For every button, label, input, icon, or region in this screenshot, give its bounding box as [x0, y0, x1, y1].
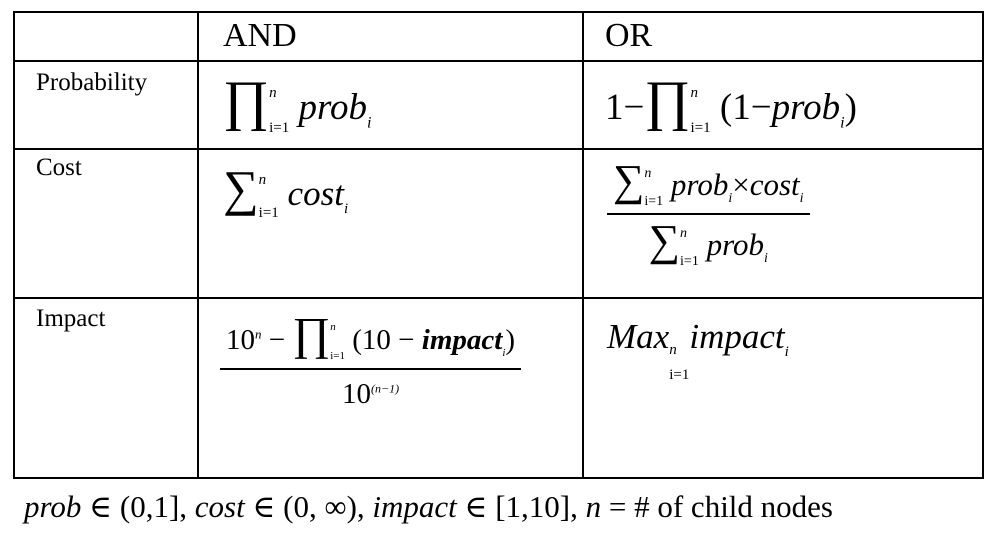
footnote-text: = # [601, 489, 658, 524]
formula-term: prob [670, 167, 729, 202]
formula-cost-or: ∑ n i=1 probi×costi ∑ n i=1 probi [607, 159, 810, 269]
formula-superscript: n [255, 326, 262, 342]
times-operator: × [732, 167, 750, 202]
footnote-var: n [585, 489, 602, 524]
lower-limit: i=1 [644, 193, 664, 209]
fraction-numerator: ∑ n i=1 probi×costi [607, 159, 810, 215]
formula-term: 10 [226, 324, 255, 356]
footnote-var: cost [194, 489, 245, 524]
formula-cost-and: ∑ n i=1 costi [223, 163, 348, 221]
column-divider [582, 13, 584, 477]
formula-term: 10 [341, 378, 371, 411]
formula-subscript: i [784, 344, 789, 360]
formula-subscript: i [799, 191, 804, 207]
upper-limit: n [680, 225, 688, 241]
fraction-numerator: 10n − ∏ n i=1 (10 − impacti) [220, 308, 522, 371]
row-divider [15, 148, 982, 150]
fraction-denominator: 10(n−1) [342, 370, 399, 411]
domain-footnote: prob ∈ (0,1], cost ∈ (0, ∞), impact ∈ [1… [24, 489, 833, 525]
formula-subscript: i [728, 191, 733, 207]
formula-probability-or: 1−∏ n i=1 (1−probi) [605, 73, 857, 136]
column-divider [197, 13, 199, 477]
formula-probability-and: ∏ n i=1 probi [223, 73, 371, 136]
formula-term: 1− [605, 87, 645, 128]
formula-subscript: i [367, 114, 372, 132]
lower-limit: i=1 [330, 350, 345, 363]
formula-term: (1− [719, 87, 772, 128]
upper-limit: n [330, 321, 336, 334]
upper-limit: n [644, 165, 652, 181]
formula-term: impact [689, 317, 785, 356]
header-and: AND [223, 17, 297, 54]
fraction: 10n − ∏ n i=1 (10 − impacti) 10(n−1) [220, 308, 522, 411]
upper-limit: n [669, 342, 677, 358]
footnote-var: impact [372, 489, 457, 524]
formula-subscript: i [343, 201, 349, 217]
sum-symbol: ∑ [613, 156, 645, 205]
footnote-text: of child nodes [657, 489, 833, 524]
formula-subscript: i [764, 251, 768, 267]
max-operator: Max [607, 317, 670, 356]
lower-limit: i=1 [669, 367, 690, 383]
lower-limit: i=1 [269, 119, 290, 136]
formula-term: − [261, 324, 293, 356]
row-label-cost: Cost [36, 154, 82, 181]
formula-term: cost [749, 167, 800, 202]
footnote-text: ∈ (0, ∞), [244, 489, 373, 524]
formula-superscript: (n−1) [370, 381, 400, 396]
formula-subscript: i [502, 346, 506, 359]
lower-limit: i=1 [690, 119, 711, 136]
footnote-text: ∈ [1,10], [456, 489, 586, 524]
product-symbol: ∏ [223, 70, 270, 132]
footnote-var: prob [24, 489, 82, 524]
upper-limit: n [690, 84, 698, 101]
formula-term: cost [287, 174, 344, 213]
header-or: OR [605, 17, 653, 54]
formula-impact-or: Max n i=1 impacti [607, 317, 789, 383]
fraction: ∑ n i=1 probi×costi ∑ n i=1 probi [607, 159, 810, 269]
upper-limit: n [269, 84, 277, 101]
formula-subscript: i [840, 114, 845, 132]
formula-term: prob [706, 226, 764, 262]
formula-term: (10 − [352, 324, 422, 356]
row-divider [15, 297, 982, 299]
upper-limit: n [258, 171, 267, 188]
formula-term: ) [505, 324, 516, 356]
row-divider [15, 60, 982, 62]
lower-limit: i=1 [680, 253, 699, 269]
formula-term: prob [298, 87, 368, 128]
lower-limit: i=1 [258, 204, 279, 221]
formula-impact-and: 10n − ∏ n i=1 (10 − impacti) 10(n−1) [220, 308, 522, 411]
formula-table: AND OR Probability Cost Impact ∏ n i=1 pro… [13, 11, 984, 479]
row-label-impact: Impact [36, 305, 106, 332]
sum-symbol: ∑ [223, 160, 259, 216]
sum-symbol: ∑ [648, 215, 681, 265]
product-symbol: ∏ [292, 308, 331, 359]
formula-term: prob [771, 87, 841, 128]
formula-term: ) [844, 87, 857, 128]
product-symbol: ∏ [644, 70, 691, 132]
formula-term: impact [421, 324, 503, 356]
fraction-denominator: ∑ n i=1 probi [649, 215, 768, 269]
row-label-probability: Probability [36, 69, 148, 96]
footnote-text: ∈ (0,1], [81, 489, 195, 524]
